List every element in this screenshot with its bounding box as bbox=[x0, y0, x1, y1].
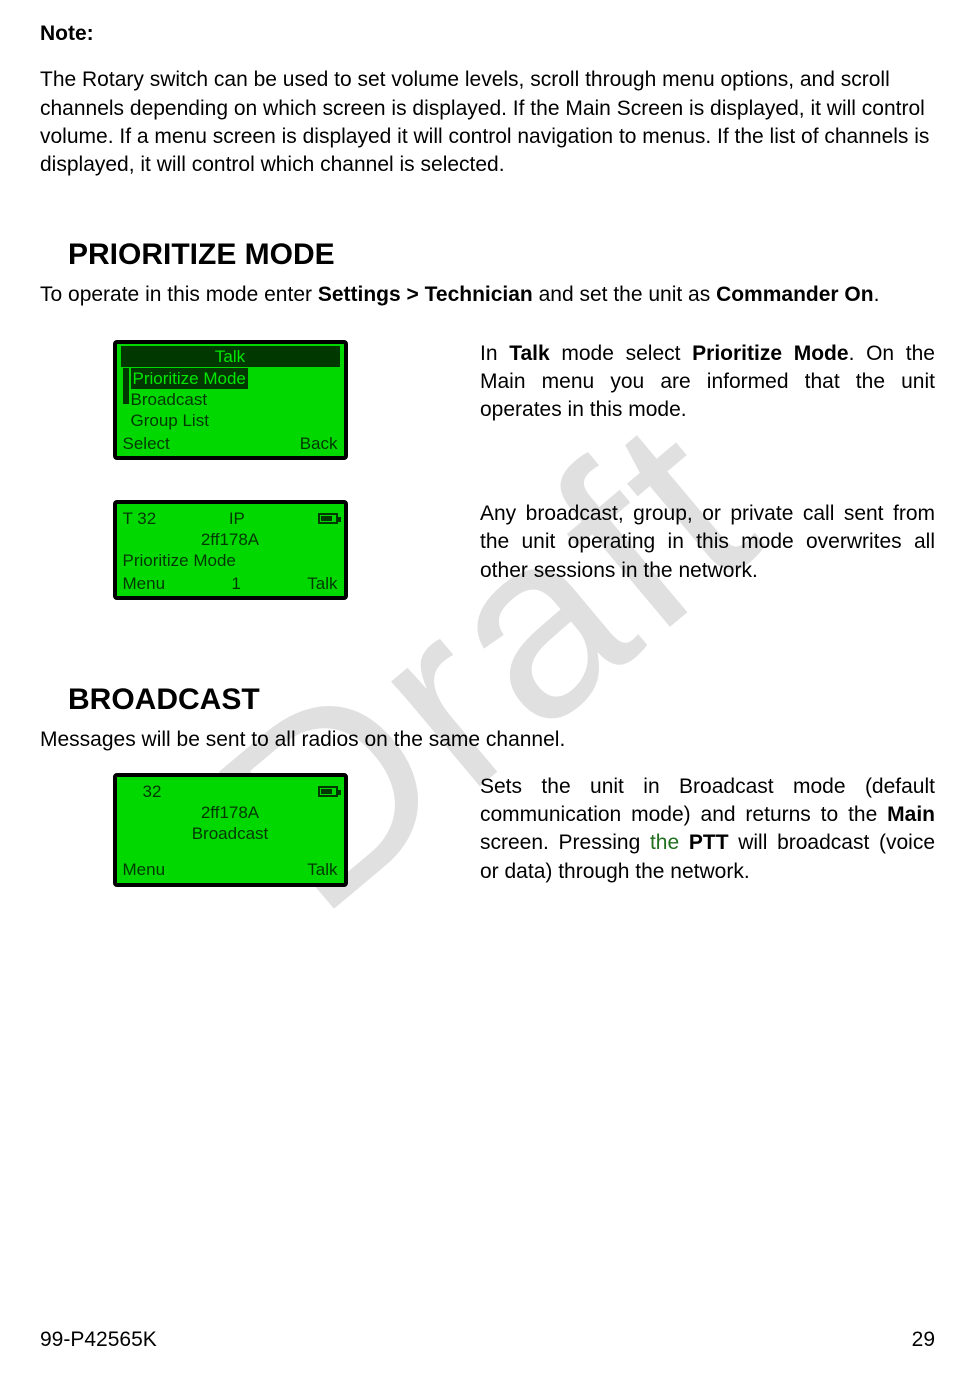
softkey-menu: Menu bbox=[123, 573, 166, 594]
lcd-screen-broadcast: 32 2ff178A Broadcast Menu Talk bbox=[113, 773, 348, 887]
note-body: The Rotary switch can be used to set vol… bbox=[40, 66, 935, 179]
lcd-screen-prioritize-main: T 32 IP 2ff178A Prioritize Mode Menu 1 T… bbox=[113, 500, 348, 600]
status-left: 32 bbox=[123, 781, 162, 802]
settings-path: Settings > Technician bbox=[318, 283, 533, 306]
softkey-talk: Talk bbox=[307, 859, 337, 880]
softkey-menu: Menu bbox=[123, 859, 166, 880]
scrollbar-indicator bbox=[123, 368, 129, 404]
note-label: Note: bbox=[40, 20, 935, 48]
lcd-title: Talk bbox=[121, 346, 340, 367]
text: . bbox=[874, 283, 880, 306]
text: screen. Pressing bbox=[480, 831, 650, 854]
prioritize-mode-bold: Prioritize Mode bbox=[692, 342, 848, 365]
battery-icon bbox=[318, 786, 338, 797]
text: To operate in this mode enter bbox=[40, 283, 318, 306]
menu-item-prioritize: Prioritize Mode bbox=[131, 368, 248, 389]
screen-container: 32 2ff178A Broadcast Menu Talk bbox=[40, 773, 420, 887]
screen-container: T 32 IP 2ff178A Prioritize Mode Menu 1 T… bbox=[40, 500, 420, 600]
mode-line: Prioritize Mode bbox=[123, 550, 338, 571]
softkey-back: Back bbox=[300, 433, 338, 454]
battery-icon bbox=[318, 513, 338, 524]
footer-page-number: 29 bbox=[912, 1326, 935, 1354]
text: mode select bbox=[550, 342, 692, 365]
menu-item-broadcast: Broadcast bbox=[131, 389, 338, 410]
main-bold: Main bbox=[887, 803, 935, 826]
page-footer: 99-P42565K 29 bbox=[40, 1326, 935, 1354]
softkey-talk: Talk bbox=[307, 573, 337, 594]
prioritize-desc-1: In Talk mode select Prioritize Mode. On … bbox=[480, 340, 935, 425]
broadcast-heading: BROADCAST bbox=[68, 680, 935, 721]
channel-number: 1 bbox=[231, 573, 240, 594]
ptt-bold: PTT bbox=[689, 831, 729, 854]
prioritize-row-2: T 32 IP 2ff178A Prioritize Mode Menu 1 T… bbox=[40, 500, 935, 600]
menu-item-group-list: Group List bbox=[131, 410, 338, 431]
footer-doc-id: 99-P42565K bbox=[40, 1326, 157, 1354]
prioritize-heading: PRIORITIZE MODE bbox=[68, 235, 935, 276]
the-green: the bbox=[650, 831, 679, 854]
commander-on: Commander On bbox=[716, 283, 874, 306]
prioritize-intro: To operate in this mode enter Settings >… bbox=[40, 281, 935, 309]
broadcast-intro: Messages will be sent to all radios on t… bbox=[40, 726, 935, 754]
prioritize-desc-2: Any broadcast, group, or private call se… bbox=[480, 500, 935, 585]
text: and set the unit as bbox=[533, 283, 716, 306]
screen-container: Talk Prioritize Mode Broadcast Group Lis… bbox=[40, 340, 420, 460]
prioritize-row-1: Talk Prioritize Mode Broadcast Group Lis… bbox=[40, 340, 935, 460]
device-id: 2ff178A bbox=[123, 802, 338, 823]
text: In bbox=[480, 342, 509, 365]
status-ip: IP bbox=[229, 508, 245, 529]
softkey-select: Select bbox=[123, 433, 170, 454]
status-left: T 32 bbox=[123, 508, 157, 529]
text: Sets the unit in Broadcast mode (default… bbox=[480, 775, 935, 826]
broadcast-desc: Sets the unit in Broadcast mode (default… bbox=[480, 773, 935, 886]
device-id: 2ff178A bbox=[123, 529, 338, 550]
talk-bold: Talk bbox=[509, 342, 549, 365]
mode-line: Broadcast bbox=[123, 823, 338, 844]
broadcast-row: 32 2ff178A Broadcast Menu Talk Sets the … bbox=[40, 773, 935, 887]
space bbox=[679, 831, 689, 854]
page-content: Note: The Rotary switch can be used to s… bbox=[40, 20, 935, 887]
lcd-screen-talk-menu: Talk Prioritize Mode Broadcast Group Lis… bbox=[113, 340, 348, 460]
